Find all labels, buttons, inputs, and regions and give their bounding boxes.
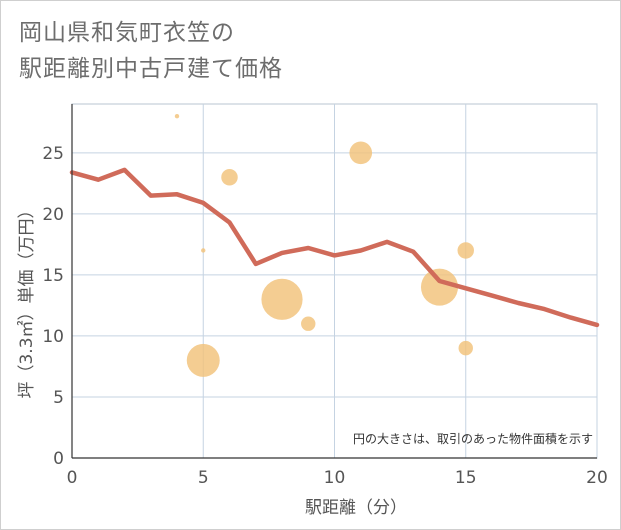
bubble-point: [301, 316, 316, 331]
bubble-point: [201, 248, 206, 253]
bubble-point: [420, 268, 459, 306]
bubble-point: [349, 141, 373, 165]
y-tick-label: 5: [53, 388, 64, 408]
y-tick-label: 20: [42, 205, 64, 225]
bubble-point: [221, 169, 238, 186]
bubble-point: [261, 278, 303, 320]
y-tick-label: 0: [53, 449, 64, 469]
x-tick-label: 10: [324, 468, 346, 488]
y-tick-label: 15: [42, 266, 64, 286]
bubble-point: [174, 114, 180, 119]
x-axis-label: 駅距離（分）: [305, 498, 407, 518]
title-line-1: 岡山県和気町衣笠の: [19, 20, 235, 46]
bubble-point: [457, 242, 474, 259]
x-tick-label: 0: [67, 468, 78, 488]
grid-lines: [71, 103, 598, 459]
bubble-series: [174, 114, 474, 377]
y-axis-label: 坪（3.3㎡）単価（万円）: [17, 201, 37, 398]
bubble-point: [186, 343, 220, 377]
y-tick-label: 10: [42, 327, 64, 347]
price-line-series: [69, 167, 600, 328]
x-tick-label: 15: [455, 468, 477, 488]
x-tick-label: 5: [198, 468, 209, 488]
bubble-size-note: 円の大きさは、取引のあった物件面積を示す: [353, 431, 593, 446]
x-tick-label: 20: [586, 468, 608, 488]
bubble-point: [458, 340, 473, 356]
axes: 0 5 10 15 20 0 5 10 15 20 25: [42, 104, 608, 488]
title-line-2: 駅距離別中古戸建て価格: [19, 56, 283, 82]
y-tick-label: 25: [42, 144, 64, 164]
chart-title: 岡山県和気町衣笠の 駅距離別中古戸建て価格: [19, 15, 283, 87]
price-line: [69, 167, 600, 328]
